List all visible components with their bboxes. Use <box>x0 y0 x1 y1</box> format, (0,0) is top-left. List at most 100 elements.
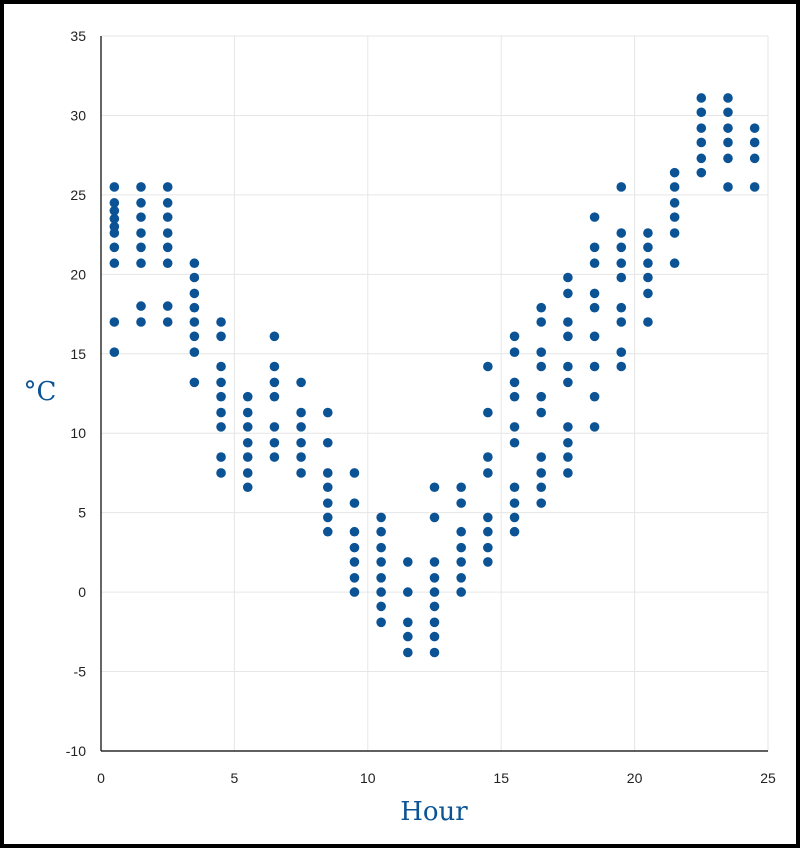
data-point <box>643 317 653 327</box>
data-point <box>349 468 360 478</box>
data-point <box>536 391 547 402</box>
y-tick-label: 5 <box>78 505 86 521</box>
data-point <box>483 557 493 567</box>
data-point <box>376 617 386 628</box>
data-point <box>456 587 466 597</box>
data-point <box>616 182 627 192</box>
data-point <box>536 482 547 493</box>
data-point <box>509 377 520 388</box>
data-point <box>162 212 173 222</box>
data-point <box>136 198 146 208</box>
data-point <box>429 617 440 628</box>
data-point <box>589 331 600 342</box>
data-point <box>643 242 653 253</box>
data-point <box>109 228 120 238</box>
y-tick-label: 0 <box>78 584 86 600</box>
data-point <box>563 437 573 448</box>
data-point <box>322 468 333 478</box>
data-point <box>509 422 520 432</box>
data-point <box>403 587 413 597</box>
y-tick-label: 35 <box>70 28 86 44</box>
x-tick-label: 20 <box>627 770 643 786</box>
data-point <box>669 198 680 208</box>
data-point <box>109 213 120 224</box>
data-point <box>429 631 440 642</box>
data-point <box>136 258 146 269</box>
data-point <box>483 361 493 372</box>
x-axis-label: Hour <box>400 797 468 827</box>
data-point <box>723 137 733 148</box>
data-point <box>429 601 440 612</box>
data-point <box>669 228 680 238</box>
data-point <box>563 272 573 283</box>
data-point <box>563 377 573 388</box>
data-point <box>109 317 120 327</box>
data-point <box>563 317 573 327</box>
x-axis-ticks: 0 5 10 15 20 25 <box>97 770 776 786</box>
data-point <box>403 647 413 658</box>
x-tick-label: 15 <box>493 770 509 786</box>
data-point <box>349 542 360 553</box>
data-point <box>242 437 253 448</box>
data-point <box>216 317 226 327</box>
data-point <box>242 422 253 432</box>
data-point <box>429 482 440 493</box>
data-point <box>136 242 146 253</box>
data-point <box>136 212 146 222</box>
data-point <box>643 228 653 238</box>
data-point <box>669 167 680 178</box>
data-point <box>456 557 466 567</box>
data-point <box>429 557 440 567</box>
data-point <box>216 422 226 432</box>
data-point <box>616 228 627 238</box>
data-point <box>162 258 173 269</box>
data-point <box>269 331 280 342</box>
y-tick-label: 10 <box>70 425 86 441</box>
data-point <box>296 468 306 478</box>
data-point <box>189 272 200 283</box>
data-point <box>589 391 600 402</box>
data-point <box>296 422 306 432</box>
data-point <box>242 391 253 402</box>
data-point <box>696 137 707 148</box>
axes <box>100 36 768 752</box>
data-point <box>536 347 547 357</box>
data-point <box>189 302 200 313</box>
data-point <box>189 331 200 342</box>
data-point <box>322 407 333 418</box>
data-point <box>189 317 200 327</box>
data-point <box>376 542 386 553</box>
data-point <box>136 228 146 238</box>
data-point <box>349 498 360 508</box>
data-point <box>429 587 440 597</box>
data-point <box>536 452 547 462</box>
data-point <box>563 361 573 372</box>
data-point <box>483 512 493 523</box>
gridlines <box>101 35 769 751</box>
y-tick-label: 15 <box>70 346 86 362</box>
data-points <box>109 93 760 658</box>
data-point <box>696 153 707 164</box>
data-point <box>216 407 226 418</box>
data-point <box>376 587 386 597</box>
data-point <box>723 182 733 192</box>
data-point <box>376 573 386 583</box>
data-point <box>643 288 653 299</box>
data-point <box>216 361 226 372</box>
data-point <box>563 288 573 299</box>
x-tick-label: 25 <box>760 770 776 786</box>
data-point <box>296 437 306 448</box>
data-point <box>696 123 707 133</box>
data-point <box>349 526 360 537</box>
data-point <box>296 407 306 418</box>
data-point <box>109 182 120 192</box>
data-point <box>269 361 280 372</box>
data-point <box>509 347 520 357</box>
data-point <box>589 422 600 432</box>
data-point <box>456 573 466 583</box>
data-point <box>696 167 707 178</box>
data-point <box>269 391 280 402</box>
data-point <box>456 542 466 553</box>
data-point <box>616 258 627 269</box>
